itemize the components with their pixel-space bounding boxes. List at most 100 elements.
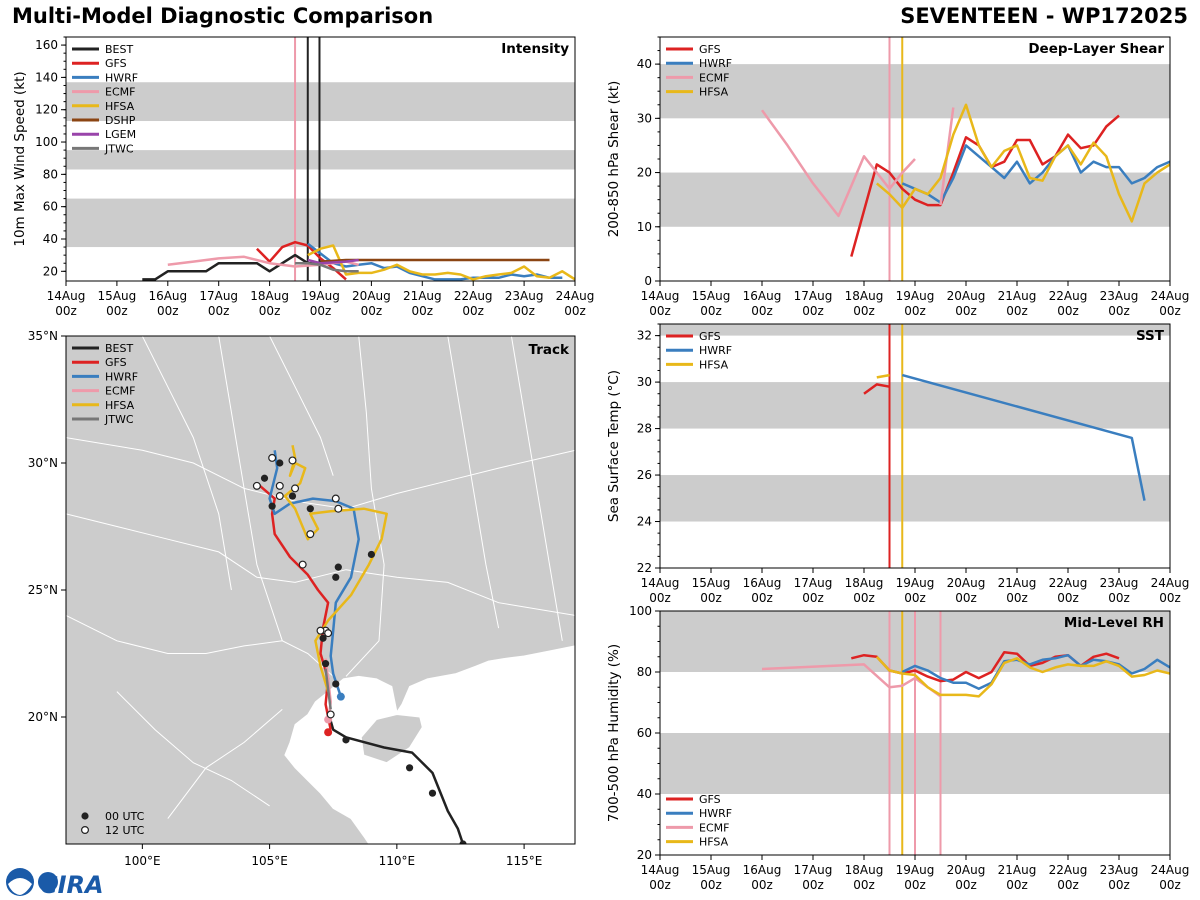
cira-logo: CIRA: [6, 868, 104, 899]
x-tick-day: 21Aug: [998, 863, 1037, 877]
position-12utc: [252, 481, 261, 490]
series-line-hwrf: [901, 144, 1170, 204]
y-tick-label: 60: [637, 726, 652, 740]
position-00utc: [306, 505, 314, 513]
lon-tick-label: 110°E: [379, 854, 416, 868]
x-tick-day: 16Aug: [743, 576, 782, 590]
panel-title: Deep-Layer Shear: [1028, 41, 1164, 57]
series-line-hfsa: [875, 103, 1170, 223]
x-tick-day: 23Aug: [1100, 863, 1139, 877]
series-line-ecmf: [761, 663, 942, 698]
x-tick-hour: 00z: [802, 591, 824, 605]
province-border: [66, 614, 334, 677]
x-tick-hour: 00z: [751, 304, 773, 318]
x-tick-hour: 00z: [853, 591, 875, 605]
panel-rh: 2040608010014Aug00z15Aug00z16Aug00z17Aug…: [606, 604, 1189, 892]
panel-intensity: 2040608010012014016014Aug00z15Aug00z16Au…: [12, 36, 595, 318]
position-12utc: [326, 710, 335, 719]
x-tick-day: 18Aug: [845, 289, 884, 303]
legend-label-hwrf: HWRF: [699, 344, 732, 357]
x-tick-hour: 00z: [1108, 878, 1130, 892]
x-tick-day: 20Aug: [947, 576, 986, 590]
province-border: [218, 336, 283, 641]
province-border: [66, 437, 575, 510]
panel-title: Track: [529, 342, 570, 358]
y-tick-label: 100: [35, 135, 58, 149]
shaded-band: [66, 198, 575, 248]
x-tick-hour: 00z: [157, 304, 179, 318]
x-tick-day: 19Aug: [301, 289, 340, 303]
x-tick-day: 19Aug: [896, 576, 935, 590]
shaded-band: [660, 475, 1170, 522]
page-title: Multi-Model Diagnostic Comparison: [12, 4, 434, 28]
legend-label-hfsa: HFSA: [699, 358, 729, 371]
shaded-band: [660, 324, 1170, 336]
x-tick-day: 18Aug: [250, 289, 289, 303]
legend-label-ecmf: ECMF: [105, 385, 135, 398]
y-axis-label: 200-850 hPa Shear (kt): [606, 81, 622, 238]
x-tick-hour: 00z: [1006, 591, 1028, 605]
x-tick-hour: 00z: [955, 304, 977, 318]
x-tick-hour: 00z: [649, 878, 671, 892]
series-line-gfs: [863, 383, 890, 395]
x-tick-day: 24Aug: [556, 289, 595, 303]
x-tick-hour: 00z: [564, 304, 586, 318]
y-tick-label: 30: [637, 111, 652, 125]
position-00utc: [332, 680, 340, 688]
x-tick-day: 22Aug: [1049, 289, 1088, 303]
x-tick-day: 22Aug: [1049, 863, 1088, 877]
x-tick-day: 17Aug: [794, 576, 833, 590]
y-tick-label: 120: [35, 103, 58, 117]
x-tick-hour: 00z: [1108, 591, 1130, 605]
x-tick-hour: 00z: [1006, 878, 1028, 892]
legend-label-dshp: DSHP: [105, 114, 136, 127]
x-tick-day: 14Aug: [641, 576, 680, 590]
position-00utc: [276, 459, 284, 467]
position-00utc: [321, 660, 330, 668]
x-tick-hour: 00z: [1006, 304, 1028, 318]
lon-tick-label: 100°E: [124, 854, 161, 868]
x-tick-day: 15Aug: [692, 289, 731, 303]
shaded-band: [66, 82, 575, 122]
legend-label-lgem: LGEM: [105, 128, 136, 141]
position-12utc: [306, 530, 315, 539]
y-tick-label: 0: [644, 274, 652, 288]
panel-title: Intensity: [501, 41, 569, 57]
x-tick-day: 18Aug: [845, 863, 884, 877]
province-border: [116, 691, 270, 807]
x-tick-day: 17Aug: [199, 289, 238, 303]
position-00utc: [428, 789, 437, 797]
x-tick-hour: 00z: [1057, 304, 1079, 318]
y-tick-label: 100: [629, 604, 652, 618]
legend-marker-00utc: [81, 812, 89, 820]
position-00utc: [332, 573, 340, 581]
lat-tick-label: 35°N: [28, 329, 58, 343]
position-12utc: [316, 626, 325, 635]
plot-area: [760, 37, 1170, 281]
lon-tick-label: 105°E: [251, 854, 288, 868]
x-tick-day: 20Aug: [947, 863, 986, 877]
series-line-hfsa: [875, 655, 1170, 698]
legend-label-gfs: GFS: [699, 330, 721, 343]
x-tick-hour: 00z: [700, 304, 722, 318]
y-tick-label: 22: [637, 561, 652, 575]
plot-area: [863, 324, 1146, 568]
legend-label-12utc: 12 UTC: [105, 824, 145, 837]
x-tick-day: 19Aug: [896, 289, 935, 303]
panel-track: 100°E 105°E 110°E 115°E 20°N 25°N 30°N 35°N Trac…: [28, 329, 576, 868]
cira-logo-text: CIRA: [40, 871, 104, 899]
x-tick-day: 20Aug: [947, 289, 986, 303]
position-12utc: [275, 481, 284, 490]
position-12utc: [334, 504, 343, 513]
x-tick-hour: 00z: [649, 304, 671, 318]
track-line-jtwc: [324, 668, 332, 710]
series-line-hfsa: [876, 373, 890, 379]
y-tick-label: 40: [43, 232, 58, 246]
legend-label-hwrf: HWRF: [699, 57, 732, 70]
position-12utc: [331, 494, 340, 503]
legend-label-best: BEST: [105, 342, 133, 355]
x-tick-day: 24Aug: [1151, 576, 1190, 590]
y-axis-label: 700-500 hPa Humidity (%): [606, 644, 622, 822]
x-tick-day: 22Aug: [1049, 576, 1088, 590]
